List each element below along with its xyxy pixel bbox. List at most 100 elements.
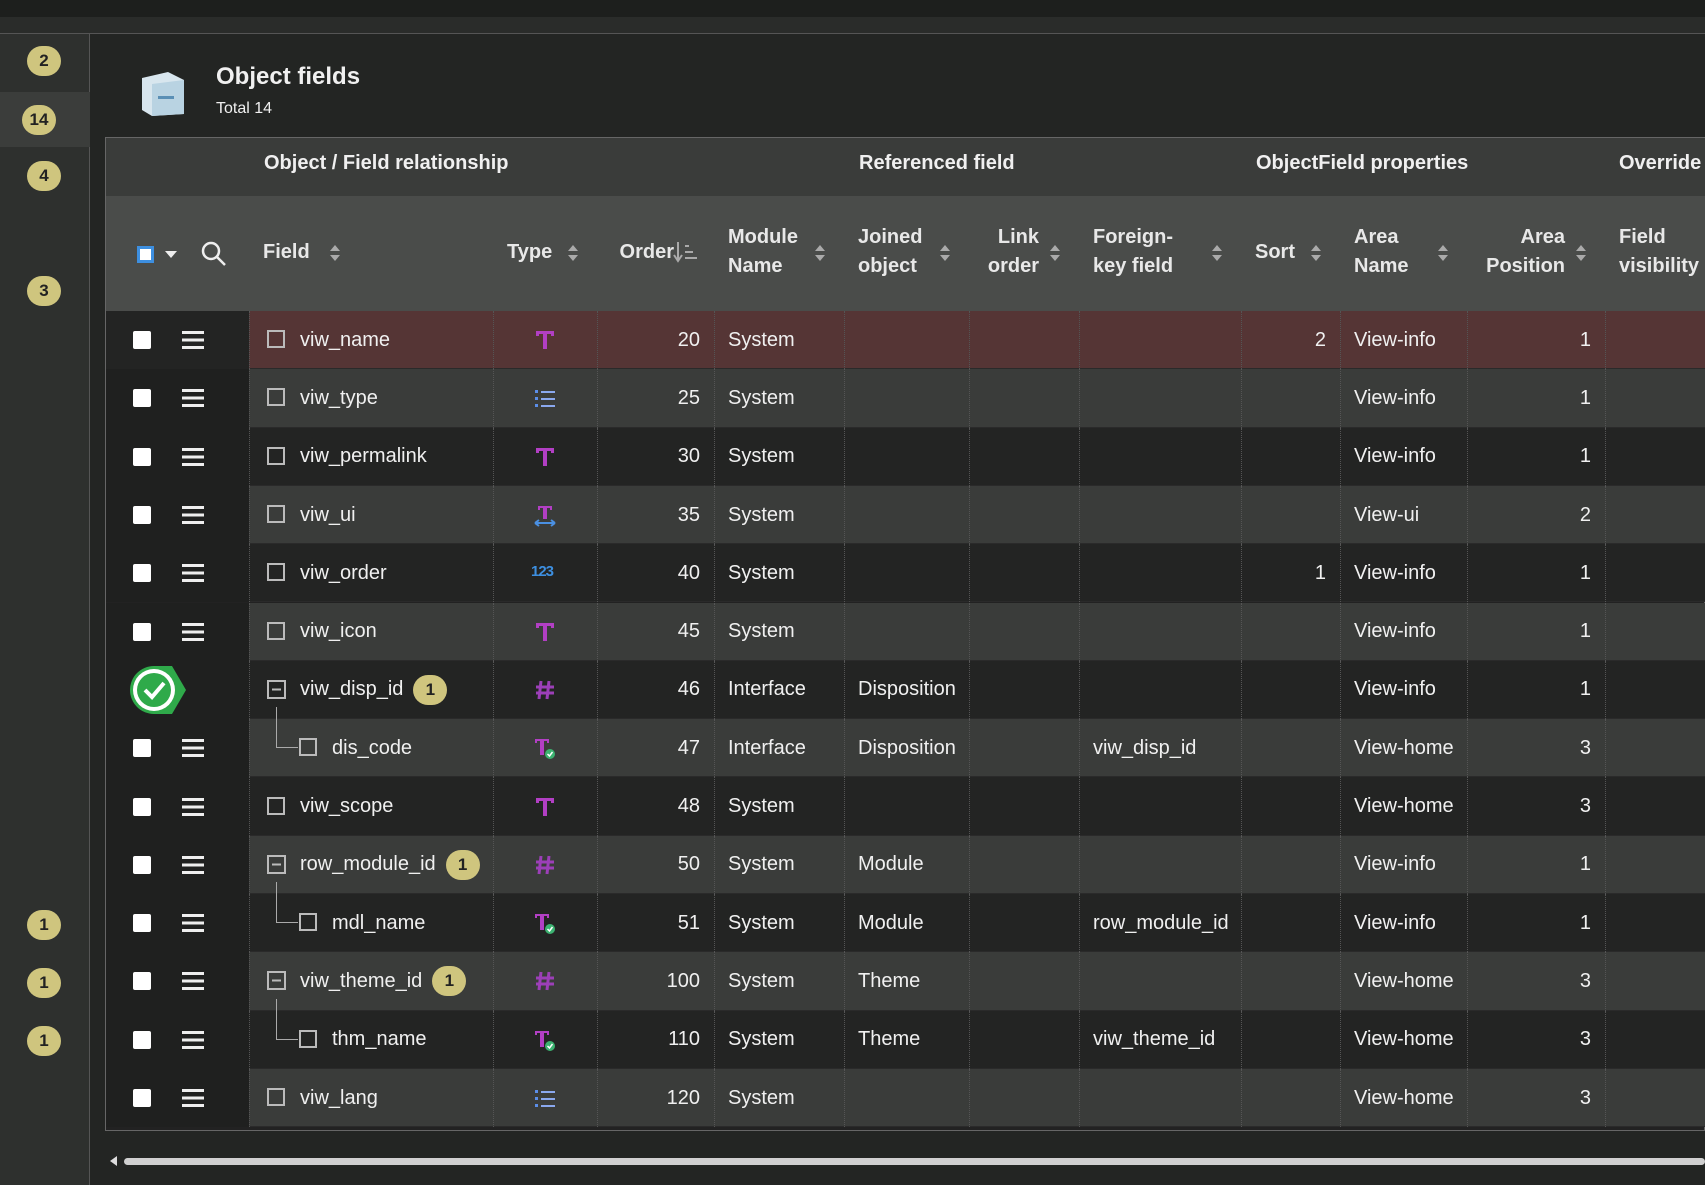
group-header: ObjectField properties [1256,152,1469,174]
row-control-cell [106,427,249,486]
column-separator [844,1068,845,1128]
column-separator [969,1068,970,1128]
type-icon [533,736,557,765]
row-select-checkbox [133,797,151,816]
column-separator [597,427,598,486]
column-separator [493,894,494,953]
column-separator [969,952,970,1011]
type-icon [533,1028,557,1057]
column-separator [249,777,250,836]
order: 120 [666,1086,700,1109]
row-select-checkbox [133,389,151,408]
column-separator [1605,485,1606,545]
column-separator [493,369,494,428]
column-separator [249,660,250,720]
column-separator [597,311,598,370]
row-select-checkbox [133,506,151,525]
order: 47 [677,736,700,759]
column-separator [844,485,845,545]
column-separator [1079,1010,1080,1069]
column-separator [249,485,250,545]
column-separator [493,427,494,486]
column-header-text: Type [507,240,553,263]
order: 51 [677,911,700,934]
column-separator [714,544,715,603]
sort: 2 [1314,328,1326,351]
column-separator [1241,544,1242,603]
row-select-checkbox [133,622,151,641]
sort-icon [1049,243,1061,268]
column-separator [597,1068,598,1128]
column-separator [493,777,494,836]
column-separator [493,719,494,778]
area-position: 1 [1579,328,1591,351]
area-position: 1 [1579,853,1591,876]
column-separator [1079,369,1080,428]
column-separator [1605,719,1606,778]
column-separator [597,777,598,836]
row-menu [182,796,204,823]
field-checkbox [267,621,285,640]
field-name: viw_order [300,561,387,584]
field-checkbox [299,913,317,932]
field-checkbox [267,505,285,524]
table-row [106,894,1705,953]
column-separator [1467,427,1468,486]
row-select-checkbox [133,972,151,991]
row-menu [182,737,204,764]
column-separator [1340,1010,1341,1069]
column-separator [597,835,598,894]
order: 35 [677,503,700,526]
module-name: System [728,1028,795,1051]
column-separator [1340,719,1341,778]
column-separator [714,311,715,370]
row-select-checkbox [133,564,151,583]
field-name: row_module_id [300,853,436,876]
row-menu [182,854,204,881]
table-row [106,311,1705,370]
field-name: viw_icon [300,620,377,643]
column-separator [969,777,970,836]
column-separator [1605,311,1606,370]
column-header: Link order [979,223,1039,281]
sort-icon [1575,243,1587,268]
field-checkbox [267,1088,285,1107]
field-badge: 1 [432,966,467,997]
field-name: viw_theme_id [300,969,423,992]
column-separator [249,1068,250,1128]
column-separator [1241,835,1242,894]
column-separator [249,1010,250,1069]
column-separator [249,719,250,778]
column-separator [844,777,845,836]
module-name: System [728,445,795,468]
field-checkbox [267,388,285,407]
column-separator [249,427,250,486]
column-separator [844,427,845,486]
column-separator [1340,544,1341,603]
column-separator [714,369,715,428]
type-icon [533,853,557,882]
row-control-cell [106,777,249,836]
row-control-cell [106,602,249,661]
column-separator [249,602,250,661]
column-header-text: Link order [987,226,1039,277]
column-separator [969,602,970,661]
order: 46 [677,678,700,701]
column-header-text: Area Position [1486,226,1565,277]
row-menu [182,1029,204,1056]
order: 100 [666,969,700,992]
column-separator [1079,894,1080,953]
column-header-text: Field [263,240,310,263]
column-separator [1467,835,1468,894]
column-separator [714,602,715,661]
area-name: View-home [1354,1086,1454,1109]
column-separator [1467,485,1468,545]
column-separator [597,660,598,720]
field-name: thm_name [332,1028,427,1051]
column-separator [969,544,970,603]
foreign-key-field: viw_disp_id [1093,736,1197,759]
table-row [106,835,1705,894]
order: 30 [677,445,700,468]
area-position: 2 [1579,503,1591,526]
row-select-checkbox [133,1089,151,1108]
